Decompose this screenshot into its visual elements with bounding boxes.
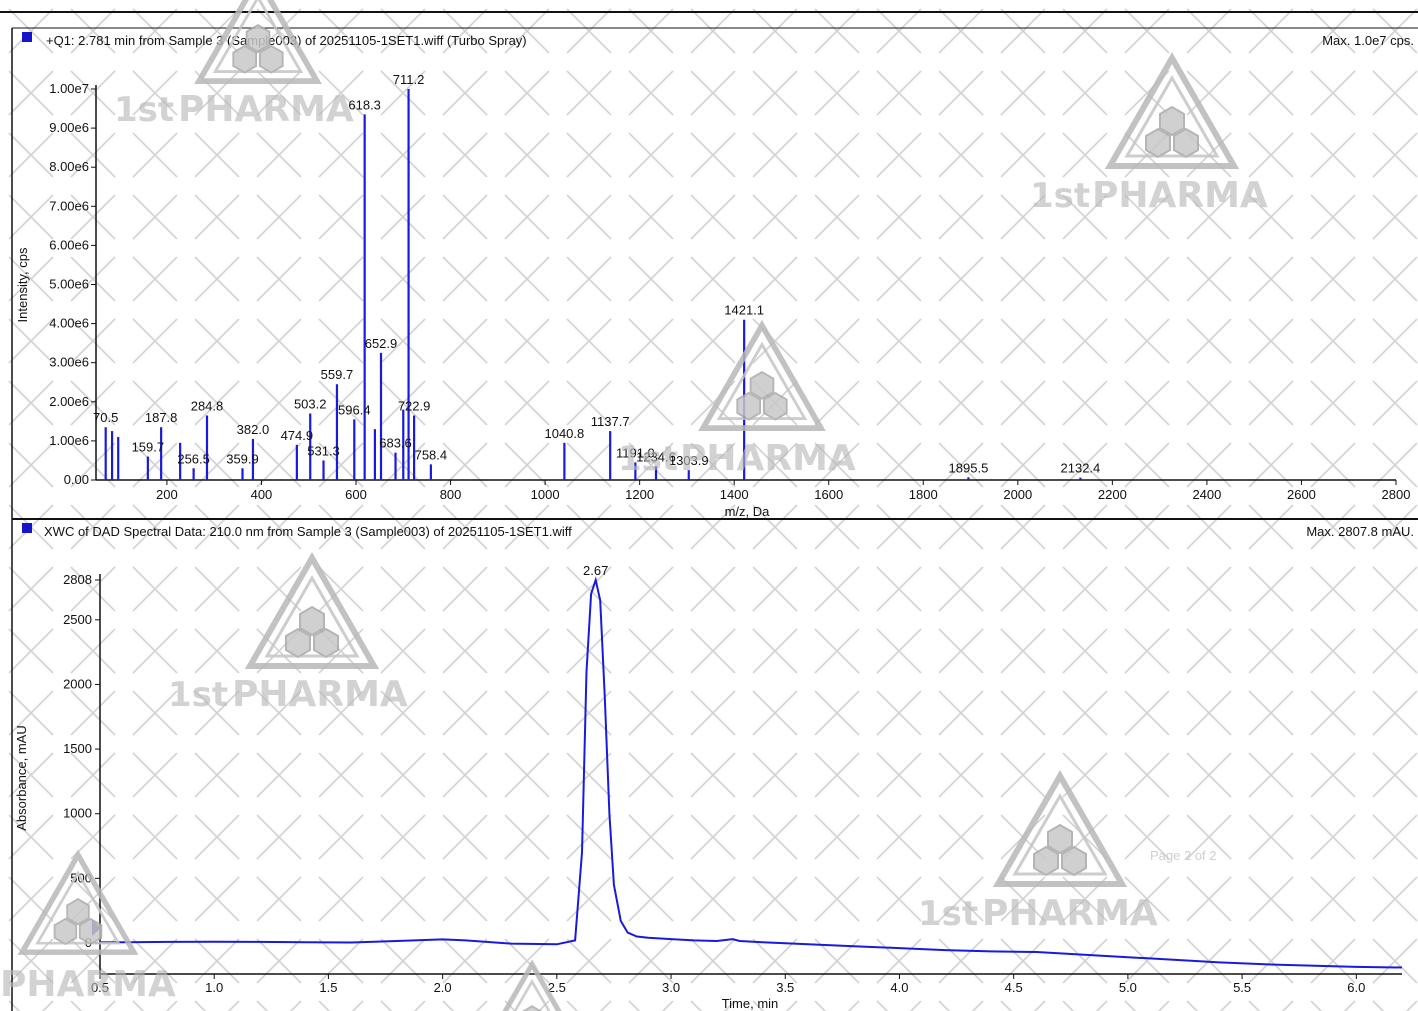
top-x-tick-label: 2800 xyxy=(1382,487,1411,502)
bottom-x-tick-label: 5.5 xyxy=(1233,980,1251,995)
top-y-tick-label: 3.00e6 xyxy=(49,355,89,370)
watermark-prefix: 1st xyxy=(918,894,978,934)
peak-label: 531.3 xyxy=(307,443,340,458)
peak-label: 1191.0 xyxy=(616,445,655,460)
top-x-tick-label: 1400 xyxy=(720,487,749,502)
peak-label: 758.4 xyxy=(415,447,448,462)
top-legend-swatch xyxy=(22,32,32,42)
bottom-x-tick-label: 0.5 xyxy=(91,980,109,995)
bottom-legend-swatch xyxy=(22,523,32,533)
bottom-x-tick-label: 4.5 xyxy=(1005,980,1023,995)
top-y-tick-label: 1.00e7 xyxy=(49,81,89,96)
top-y-tick-label: 9.00e6 xyxy=(49,120,89,135)
bottom-max-label: Max. 2807.8 mAU. xyxy=(1306,524,1414,539)
watermark-text-cut: PHARMA xyxy=(0,964,176,1005)
peak-label: 159.7 xyxy=(132,440,165,455)
chromatogram-panel: XWC of DAD Spectral Data: 210.0 nm from … xyxy=(14,523,1414,1011)
bottom-x-tick-label: 3.0 xyxy=(662,980,680,995)
peak-label: 1303.9 xyxy=(669,453,709,468)
top-x-tick-label: 1600 xyxy=(814,487,843,502)
watermark-prefix: 1st xyxy=(114,90,174,130)
top-peaks xyxy=(104,89,1082,480)
watermark-prefix: 1st xyxy=(618,439,678,479)
top-x-axis-label: m/z, Da xyxy=(725,504,771,519)
peak-label: 359.9 xyxy=(226,451,259,466)
bottom-x-tick-label: 1.0 xyxy=(205,980,223,995)
bottom-y-tick-label: 1000 xyxy=(63,806,92,821)
top-x-tick-label: 2200 xyxy=(1098,487,1127,502)
top-y-tick-label: 5.00e6 xyxy=(49,277,89,292)
peak-label: 596.4 xyxy=(338,402,371,417)
mass-spectrum-panel: +Q1: 2.781 min from Sample 3 (Sample003)… xyxy=(15,32,1414,519)
top-x-tick-label: 1800 xyxy=(909,487,938,502)
bottom-x-tick-label: 1.5 xyxy=(319,980,337,995)
bottom-x-tick-label: 3.5 xyxy=(776,980,794,995)
watermark-text: PHARMA xyxy=(1092,175,1268,216)
chromatogram-trace xyxy=(100,576,1403,969)
top-x-tick-label: 800 xyxy=(440,487,462,502)
top-header: +Q1: 2.781 min from Sample 3 (Sample003)… xyxy=(46,33,527,48)
peak-label: 1421.1 xyxy=(724,303,764,318)
top-x-tick-label: 200 xyxy=(156,487,178,502)
top-y-tick-label: 7.00e6 xyxy=(49,198,89,213)
top-y-tick-label: 4.00e6 xyxy=(49,316,89,331)
top-x-tick-label: 1200 xyxy=(625,487,654,502)
bottom-y-tick-label: 2500 xyxy=(63,612,92,627)
peak-label: 652.9 xyxy=(365,336,398,351)
top-x-tick-label: 400 xyxy=(251,487,273,502)
peak-label: 284.8 xyxy=(191,398,224,413)
bottom-x-tick-label: 2.5 xyxy=(548,980,566,995)
chromatogram-peak-label: 2.67 xyxy=(583,563,608,578)
watermark-page-text: Page 2 of 2 xyxy=(1150,848,1217,863)
peak-label: 618.3 xyxy=(348,97,381,112)
watermark-text: PHARMA xyxy=(178,89,354,130)
top-x-tick-label: 2600 xyxy=(1287,487,1316,502)
watermark-text: PHARMA xyxy=(680,438,856,479)
top-max-label: Max. 1.0e7 cps. xyxy=(1322,33,1414,48)
bottom-y-tick-label: 2000 xyxy=(63,676,92,691)
peak-label: 187.8 xyxy=(145,410,178,425)
peak-label: 1895.5 xyxy=(949,460,989,475)
peak-label: 722.9 xyxy=(398,398,431,413)
watermark-prefix: 1st xyxy=(168,675,228,715)
top-y-tick-label: 2.00e6 xyxy=(49,394,89,409)
bottom-y-axis-label: Absorbance, mAU xyxy=(14,725,29,831)
peak-label: 1040.8 xyxy=(544,426,584,441)
bottom-header: XWC of DAD Spectral Data: 210.0 nm from … xyxy=(44,524,572,539)
watermark-layer: 1st PHARMA 1st PHARMA 1st PHARMA 1st PHA… xyxy=(0,0,1268,1011)
peak-label: 256.5 xyxy=(177,451,210,466)
top-y-axis-label: Intensity, cps xyxy=(15,247,30,322)
peak-label: 1137.7 xyxy=(591,414,630,429)
top-x-tick-label: 2000 xyxy=(1003,487,1032,502)
peak-label: 2132.4 xyxy=(1061,461,1101,476)
top-x-tick-label: 600 xyxy=(345,487,367,502)
bottom-x-tick-label: 6.0 xyxy=(1347,980,1365,995)
top-y-tick-label: 1.00e6 xyxy=(49,433,89,448)
bottom-x-tick-label: 5.0 xyxy=(1119,980,1137,995)
peak-label: 503.2 xyxy=(294,397,327,412)
bottom-y-tick-label: 1500 xyxy=(63,741,92,756)
watermark-prefix: 1st xyxy=(1030,176,1090,216)
peak-label: 474.9 xyxy=(281,428,314,443)
top-x-tick-label: 1000 xyxy=(531,487,560,502)
top-axes: 200 400 600 800 1000 1200 1400 1600 1800 2000 2200… xyxy=(49,81,1410,502)
peak-label: 382.0 xyxy=(237,422,270,437)
bottom-x-tick-label: 2.0 xyxy=(434,980,452,995)
bottom-y-tick-label: 2808 xyxy=(63,572,92,587)
peak-label: 70.5 xyxy=(93,410,118,425)
watermark-text: PHARMA xyxy=(982,893,1158,934)
peak-label: 683.6 xyxy=(379,436,412,451)
top-y-tick-label: 0.00 xyxy=(64,472,89,487)
bottom-x-tick-label: 4.0 xyxy=(890,980,908,995)
peak-label: 1234.6 xyxy=(636,449,676,464)
peak-label: 559.7 xyxy=(321,367,354,382)
top-y-tick-label: 6.00e6 xyxy=(49,237,89,252)
bottom-x-axis-label: Time, min xyxy=(722,996,779,1011)
top-y-tick-label: 8.00e6 xyxy=(49,159,89,174)
watermark-text: PHARMA xyxy=(232,674,408,715)
top-x-tick-label: 2400 xyxy=(1192,487,1221,502)
peak-label: 711.2 xyxy=(393,72,425,87)
